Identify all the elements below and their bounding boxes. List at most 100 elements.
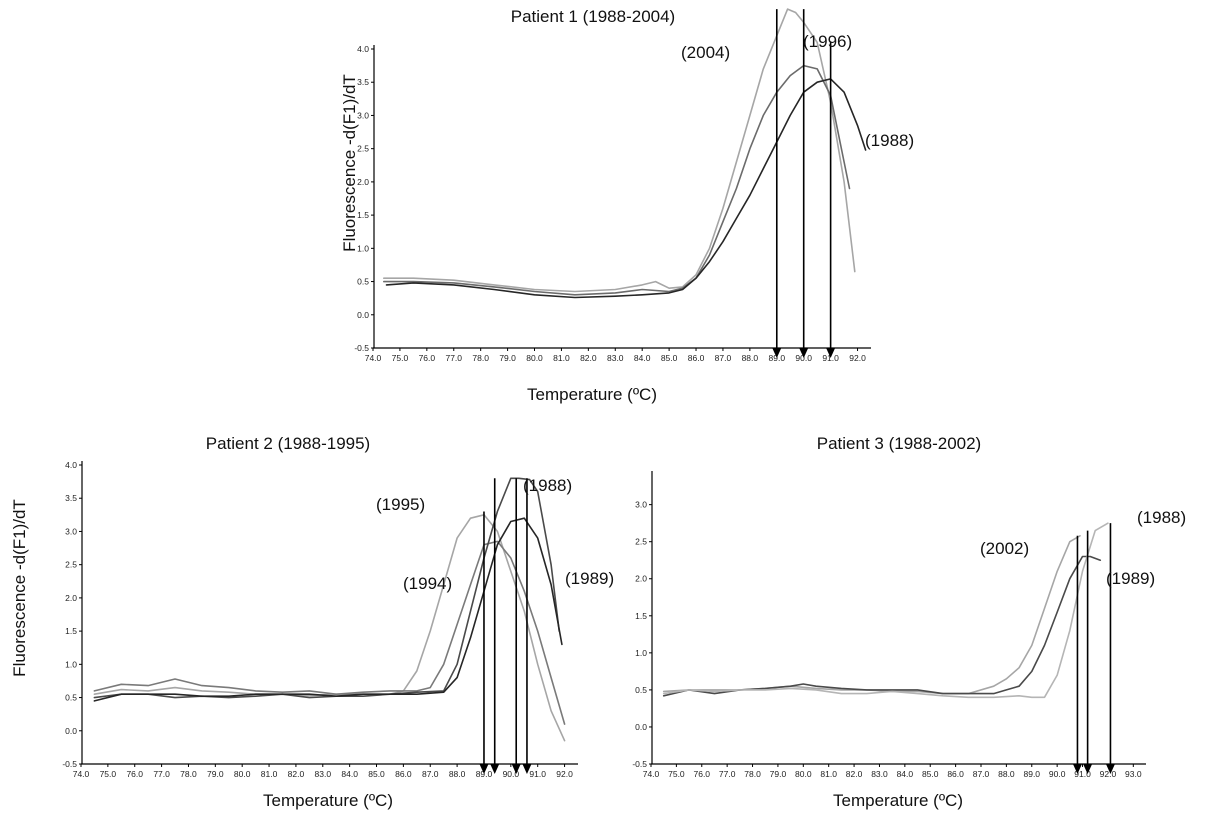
x-tick-label: 84.0	[341, 769, 358, 779]
plot-area	[662, 522, 1115, 774]
plot-area	[382, 8, 867, 358]
y-tick-label: 3.5	[357, 77, 369, 87]
x-tick-label: 82.0	[846, 769, 863, 779]
x-tick-label: 81.0	[820, 769, 837, 779]
y-tick-label: -0.5	[354, 343, 369, 353]
x-tick-label: 83.0	[315, 769, 332, 779]
peak-arrow-head	[826, 348, 836, 358]
x-tick-label: 89.0	[769, 353, 786, 363]
x-tick-label: 90.0	[795, 353, 812, 363]
x-tick-label: 80.0	[526, 353, 543, 363]
x-axis-label: Temperature (ºC)	[833, 791, 963, 810]
x-tick-label: 82.0	[288, 769, 305, 779]
chart-title: Patient 3 (1988-2002)	[817, 434, 981, 453]
x-tick-label: 83.0	[607, 353, 624, 363]
x-tick-label: 75.0	[668, 769, 685, 779]
x-tick-label: 84.0	[897, 769, 914, 779]
peak-arrow-head	[479, 764, 489, 774]
series-line	[382, 8, 856, 293]
annotation-label: (1988)	[865, 131, 914, 150]
chart-title: Patient 1 (1988-2004)	[511, 7, 675, 26]
x-tick-label: 85.0	[368, 769, 385, 779]
series-line	[662, 534, 1081, 695]
annotation-label: (1989)	[1106, 569, 1155, 588]
annotation-label: (1988)	[523, 476, 572, 495]
y-tick-label: 1.5	[357, 210, 369, 220]
x-tick-label: 79.0	[770, 769, 787, 779]
y-tick-label: -0.5	[632, 759, 647, 769]
y-tick-label: 4.0	[65, 460, 77, 470]
x-tick-label: 85.0	[661, 353, 678, 363]
x-tick-label: 78.0	[744, 769, 761, 779]
chart-patient-2: Patient 2 (1988-1995) Fluorescence -d(F1…	[10, 434, 614, 810]
x-tick-label: 93.0	[1125, 769, 1142, 779]
x-tick-label: 80.0	[234, 769, 251, 779]
y-tick-label: 1.5	[635, 611, 647, 621]
series-line	[662, 555, 1102, 697]
series-line	[382, 64, 851, 296]
axes: -0.5 0.0 0.5 1.0 1.5 2.0 2.5 3.0 3.5 4.0 74.0 75.0 7…	[354, 44, 871, 363]
peak-arrow-head	[799, 348, 809, 358]
y-tick-label: 3.0	[65, 526, 77, 536]
x-tick-label: 91.0	[529, 769, 546, 779]
x-tick-label: 80.0	[795, 769, 812, 779]
y-tick-label: 1.0	[635, 648, 647, 658]
x-tick-label: 87.0	[422, 769, 439, 779]
x-tick-label: 74.0	[643, 769, 660, 779]
peak-arrow-head	[1072, 764, 1082, 774]
x-tick-label: 85.0	[922, 769, 939, 779]
y-tick-label: 3.0	[357, 110, 369, 120]
x-tick-label: 76.0	[419, 353, 436, 363]
y-tick-label: 1.0	[65, 659, 77, 669]
peak-arrow-head	[1083, 764, 1093, 774]
x-tick-label: 79.0	[207, 769, 224, 779]
x-tick-label: 79.0	[499, 353, 516, 363]
x-tick-label: 92.0	[849, 353, 866, 363]
x-tick-label: 76.0	[693, 769, 710, 779]
series-line	[93, 477, 561, 699]
x-tick-label: 88.0	[998, 769, 1015, 779]
x-axis-label: Temperature (ºC)	[263, 791, 393, 810]
y-tick-label: 0.0	[65, 726, 77, 736]
y-tick-label: 0.0	[357, 310, 369, 320]
x-tick-label: 77.0	[719, 769, 736, 779]
y-tick-label: 1.0	[357, 243, 369, 253]
x-tick-label: 90.0	[1049, 769, 1066, 779]
x-tick-label: 88.0	[449, 769, 466, 779]
axes: -0.5 0.0 0.5 1.0 1.5 2.0 2.5 3.0 3.5 4.0 74.0 75.0 7…	[62, 460, 578, 779]
x-tick-label: 74.0	[73, 769, 90, 779]
x-tick-label: 84.0	[634, 353, 651, 363]
x-tick-label: 78.0	[180, 769, 197, 779]
x-tick-label: 86.0	[688, 353, 705, 363]
peak-arrow-head	[522, 764, 532, 774]
x-tick-label: 91.0	[822, 353, 839, 363]
x-tick-label: 87.0	[715, 353, 732, 363]
x-tick-label: 77.0	[445, 353, 462, 363]
annotation-label: (1994)	[403, 574, 452, 593]
x-tick-label: 92.0	[1100, 769, 1117, 779]
axes: -0.5 0.0 0.5 1.0 1.5 2.0 2.5 3.0 74.0 75.0 76.0 77.…	[632, 471, 1146, 779]
y-tick-label: 2.5	[635, 537, 647, 547]
x-tick-label: 83.0	[871, 769, 888, 779]
x-tick-label: 82.0	[580, 353, 597, 363]
y-tick-label: 0.5	[357, 277, 369, 287]
x-tick-label: 90.0	[503, 769, 520, 779]
annotation-label: (1988)	[1137, 508, 1186, 527]
x-axis-label: Temperature (ºC)	[527, 385, 657, 404]
peak-arrow-head	[1105, 764, 1115, 774]
x-tick-label: 91.0	[1074, 769, 1091, 779]
y-tick-label: 2.5	[65, 560, 77, 570]
y-tick-label: 0.5	[65, 693, 77, 703]
chart-title: Patient 2 (1988-1995)	[206, 434, 370, 453]
y-axis-label: Fluorescence -d(F1)/dT	[340, 74, 359, 252]
y-tick-label: 0.5	[635, 685, 647, 695]
annotation-label: (1995)	[376, 495, 425, 514]
y-tick-label: -0.5	[62, 759, 77, 769]
x-tick-label: 78.0	[472, 353, 489, 363]
annotation-label: (2002)	[980, 539, 1029, 558]
y-tick-label: 1.5	[65, 626, 77, 636]
series-line	[385, 78, 867, 299]
x-tick-label: 77.0	[153, 769, 170, 779]
y-tick-label: 4.0	[357, 44, 369, 54]
